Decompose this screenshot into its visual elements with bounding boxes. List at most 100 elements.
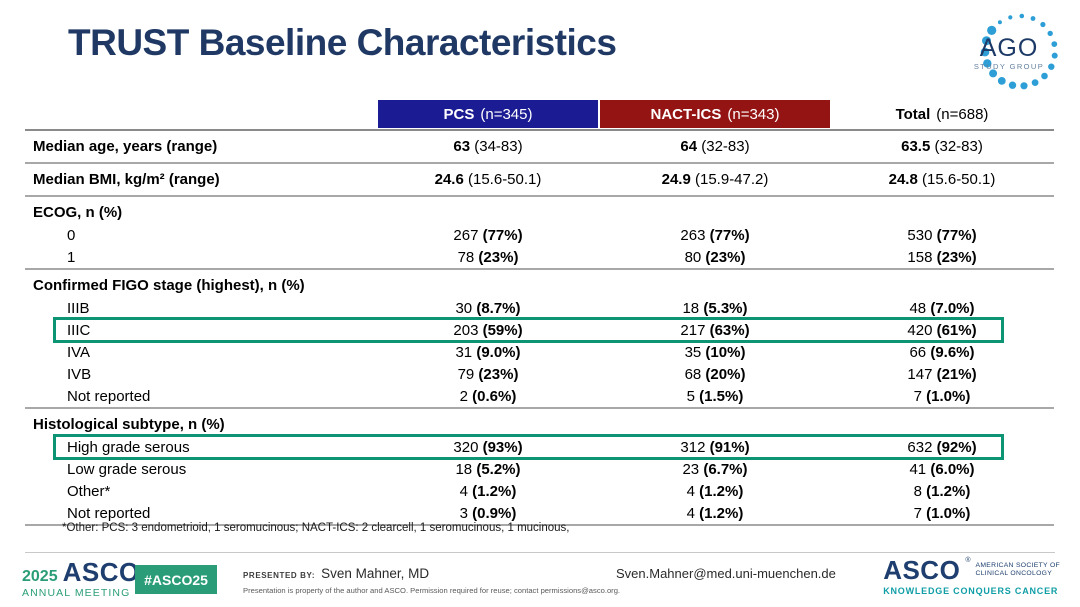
cell-value: 66 (9.6%) (830, 344, 1054, 361)
table-row: 1 78 (23%) 80 (23%) 158 (23%) (25, 246, 1054, 270)
cell-percent: (59%) (482, 321, 523, 339)
cell-percent: (20%) (705, 365, 746, 383)
cell-percent: (1.0%) (926, 504, 971, 522)
cell-value: 4 (1.2%) (600, 483, 830, 500)
row-label: Median BMI, kg/m² (range) (33, 171, 220, 188)
baseline-characteristics-table: PCS (n=345) NACT-ICS (n=343) Total (n=68… (25, 100, 1054, 526)
asco-annual-meeting-logo: 2025 ASCO ® ANNUAL MEETING (22, 559, 150, 599)
cell-count: 78 (457, 248, 475, 266)
cell-value: 4 (1.2%) (378, 483, 598, 500)
column-name: Total (895, 105, 931, 123)
cell-percent: (23%) (478, 365, 519, 383)
table-header-row: PCS (n=345) NACT-ICS (n=343) Total (n=68… (25, 100, 1054, 129)
cell-percent: (1.2%) (472, 482, 517, 500)
cell-count: 158 (907, 248, 933, 266)
cell-count: 35 (684, 343, 702, 361)
cell-value: 8 (1.2%) (830, 483, 1054, 500)
cell-count: 30 (455, 299, 473, 317)
table-section-row: Histological subtype, n (%) (25, 409, 1054, 436)
cell-value: 7 (1.0%) (830, 388, 1054, 405)
row-label: Median age, years (range) (33, 138, 218, 155)
cell-count: 267 (453, 226, 479, 244)
cell-value: 63.5 (32-83) (830, 138, 1054, 155)
cell-percent: (91%) (709, 438, 750, 456)
table-row: Not reported 3 (0.9%) 4 (1.2%) 7 (1.0%) (25, 502, 1054, 526)
cell-percent: (1.2%) (699, 504, 744, 522)
cell-count: 79 (457, 365, 475, 383)
header-spacer (25, 100, 378, 129)
asco-society-logo: ASCO ® AMERICAN SOCIETY OF CLINICAL ONCO… (883, 557, 1060, 596)
table-row: Other* 4 (1.2%) 4 (1.2%) 8 (1.2%) (25, 480, 1054, 502)
row-label: IIIC (67, 321, 91, 339)
cell-percent: (63%) (709, 321, 750, 339)
cell-percent: (5.3%) (703, 299, 748, 317)
cell-value: 263 (77%) (600, 227, 830, 244)
cell-percent: (93%) (482, 438, 523, 456)
table-row: Median BMI, kg/m² (range) 24.6 (15.6-50.1… (25, 164, 1054, 197)
cell-count: 420 (907, 321, 933, 339)
cell-value: 4 (1.2%) (600, 505, 830, 522)
column-header-total: Total (n=688) (830, 100, 1054, 128)
cell-percent: (21%) (936, 365, 977, 383)
cell-value: 7 (1.0%) (830, 505, 1054, 522)
row-label: IIIB (67, 299, 90, 317)
column-n: (n=345) (480, 105, 533, 123)
cell-percent: (6.7%) (703, 460, 748, 478)
cell-value: 312 (91%) (600, 439, 830, 456)
cell-count: 203 (453, 321, 479, 339)
cell-count: 41 (909, 460, 927, 478)
permission-disclaimer: Presentation is property of the author a… (243, 586, 621, 595)
table-row: IIIC 203 (59%) 217 (63%) 420 (61%) (25, 317, 1054, 343)
table-body: Median age, years (range) 63 (34-83) 64 (3… (25, 129, 1054, 526)
footnote: *Other: PCS: 3 endometrioid, 1 seromucin… (62, 522, 570, 534)
cell-count: 18 (455, 460, 473, 478)
cell-value: 158 (23%) (830, 249, 1054, 266)
meeting-asco-wordmark: ASCO (62, 557, 140, 587)
cell-count: 530 (907, 226, 933, 244)
cell-value: 18 (5.2%) (378, 461, 598, 478)
table-section-row: Confirmed FIGO stage (highest), n (%) (25, 270, 1054, 297)
cell-value: 48 (7.0%) (830, 300, 1054, 317)
cell-percent: (61%) (936, 321, 977, 339)
cell-value: 420 (61%) (830, 322, 1054, 339)
cell-percent: (0.9%) (472, 504, 517, 522)
cell-value: 68 (20%) (600, 366, 830, 383)
cell-percent: (0.6%) (472, 387, 517, 405)
cell-percent: (23%) (936, 248, 977, 266)
cell-count: 80 (684, 248, 702, 266)
cell-count: 4 (686, 482, 695, 500)
registered-mark-icon: ® (965, 557, 971, 564)
row-label: High grade serous (67, 438, 190, 456)
cell-value: 18 (5.3%) (600, 300, 830, 317)
cell-count: 63 (453, 138, 471, 155)
table-row: IVA 31 (9.0%) 35 (10%) 66 (9.6%) (25, 341, 1054, 363)
cell-value: 203 (59%) (378, 322, 598, 339)
cell-percent: (77%) (709, 226, 750, 244)
cell-percent: (1.2%) (926, 482, 971, 500)
table-section-row: ECOG, n (%) (25, 197, 1054, 224)
cell-value: 267 (77%) (378, 227, 598, 244)
cell-value: 24.6 (15.6-50.1) (378, 171, 598, 188)
cell-count: 24.6 (434, 171, 464, 188)
column-header-pcs: PCS (n=345) (378, 100, 598, 128)
cell-value: 5 (1.5%) (600, 388, 830, 405)
cell-percent: (1.0%) (926, 387, 971, 405)
presenter-email: Sven.Mahner@med.uni-muenchen.de (616, 566, 836, 581)
column-header-nact-ics: NACT-ICS (n=343) (600, 100, 830, 128)
cell-count: 7 (913, 387, 922, 405)
row-label: Not reported (67, 504, 151, 522)
cell-count: 4 (686, 504, 695, 522)
ago-logo-subtitle: STUDY GROUP (973, 62, 1045, 71)
table-row: IIIB 30 (8.7%) 18 (5.3%) 48 (7.0%) (25, 297, 1054, 319)
cell-value: 24.8 (15.6-50.1) (830, 171, 1054, 188)
cell-value: 24.9 (15.9-47.2) (600, 171, 830, 188)
cell-value: 3 (0.9%) (378, 505, 598, 522)
cell-count: 31 (455, 343, 473, 361)
cell-percent: (1.5%) (699, 387, 744, 405)
row-label: 0 (67, 226, 76, 244)
cell-count: 48 (909, 299, 927, 317)
cell-percent: (92%) (936, 438, 977, 456)
cell-value: 41 (6.0%) (830, 461, 1054, 478)
cell-percent: (23%) (478, 248, 519, 266)
cell-value: 23 (6.7%) (600, 461, 830, 478)
